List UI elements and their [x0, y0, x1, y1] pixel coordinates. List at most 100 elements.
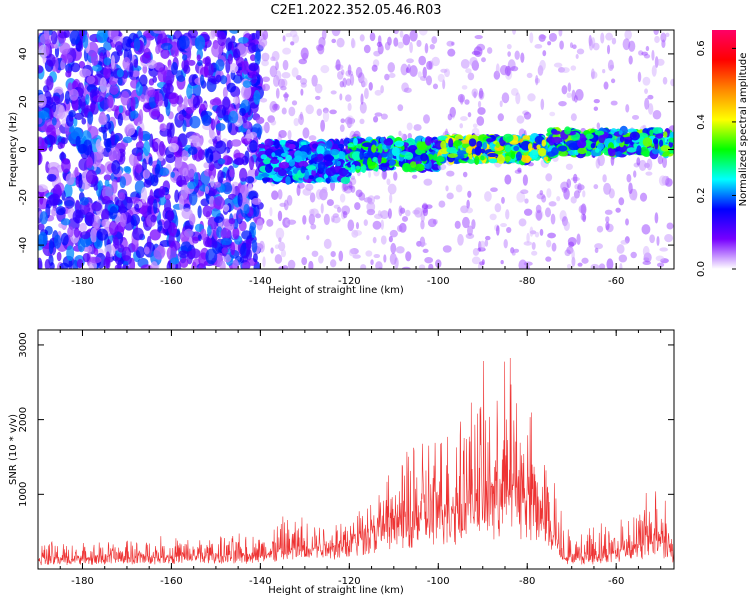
- heatmap-cell: [117, 244, 125, 253]
- heatmap-cell: [469, 56, 478, 67]
- heatmap-cell: [74, 166, 79, 179]
- top-xtick-label: -60: [608, 276, 624, 287]
- heatmap-cell: [114, 41, 123, 52]
- heatmap-cell: [362, 158, 368, 164]
- heatmap-cell: [287, 129, 292, 140]
- heatmap-cell: [499, 100, 503, 108]
- heatmap-cell: [205, 148, 214, 164]
- heatmap-cell: [666, 222, 674, 230]
- heatmap-cell: [229, 30, 240, 34]
- heatmap-cell: [278, 241, 286, 252]
- heatmap-cell: [48, 239, 54, 255]
- heatmap-cell: [185, 106, 195, 114]
- heatmap-cell: [297, 182, 305, 189]
- heatmap-cell: [620, 239, 629, 245]
- heatmap-cell: [197, 59, 203, 67]
- heatmap-cell: [222, 204, 230, 212]
- heatmap-cell: [46, 75, 54, 91]
- heatmap-cell: [573, 95, 578, 103]
- heatmap-cell: [38, 149, 42, 165]
- heatmap-cell: [264, 138, 274, 148]
- heatmap-cell: [380, 210, 389, 219]
- heatmap-cell: [86, 75, 96, 85]
- heatmap-cell: [187, 146, 198, 155]
- heatmap-cell: [664, 234, 674, 243]
- heatmap-cell: [360, 264, 367, 269]
- heatmap-cell: [241, 230, 252, 240]
- heatmap-cell: [639, 192, 648, 202]
- heatmap-cell: [472, 247, 480, 256]
- heatmap-cell: [79, 231, 91, 240]
- heatmap-cell: [264, 163, 273, 174]
- heatmap-cell: [302, 188, 312, 196]
- heatmap-cell: [445, 185, 449, 192]
- heatmap-cell: [633, 142, 638, 148]
- heatmap-cell: [610, 78, 616, 84]
- heatmap-cell: [113, 236, 119, 249]
- heatmap-cell: [298, 58, 308, 65]
- heatmap-cell: [663, 131, 668, 138]
- colorbar-tick-label: 0.0: [696, 261, 707, 277]
- heatmap-cell: [212, 240, 218, 249]
- heatmap-cell: [534, 44, 543, 49]
- heatmap-cell: [440, 140, 447, 150]
- heatmap-cell: [338, 250, 344, 262]
- heatmap-cell: [637, 71, 642, 83]
- heatmap-cell: [429, 43, 435, 50]
- heatmap-cell: [89, 256, 102, 264]
- heatmap-cell: [576, 233, 581, 246]
- heatmap-cell: [342, 210, 348, 219]
- heatmap-cell: [657, 155, 664, 165]
- heatmap-cell: [656, 262, 665, 268]
- heatmap-cell: [609, 64, 615, 70]
- heatmap-cell: [99, 77, 107, 93]
- heatmap-cell: [282, 35, 286, 42]
- heatmap-cell: [446, 147, 457, 154]
- heatmap-cell: [610, 100, 618, 106]
- heatmap-cell: [405, 251, 412, 262]
- heatmap-cell: [185, 163, 197, 178]
- heatmap-cell: [577, 182, 582, 194]
- heatmap-cell: [176, 75, 186, 82]
- heatmap-cell: [658, 128, 663, 133]
- heatmap-cell: [548, 201, 557, 207]
- heatmap-cell: [70, 62, 81, 73]
- heatmap-cell: [203, 162, 210, 169]
- heatmap-cell: [636, 157, 641, 166]
- heatmap-cell: [101, 196, 111, 205]
- heatmap-cell: [534, 231, 540, 238]
- heatmap-cell: [388, 159, 396, 166]
- heatmap-cell: [361, 142, 373, 148]
- heatmap-cell: [604, 209, 613, 215]
- heatmap-cell: [446, 170, 455, 177]
- heatmap-cell: [91, 64, 103, 72]
- heatmap-cell: [107, 30, 119, 41]
- heatmap-cell: [135, 246, 145, 259]
- heatmap-cell: [331, 215, 335, 223]
- heatmap-cell: [168, 232, 175, 248]
- heatmap-cell: [241, 262, 251, 269]
- heatmap-cell: [103, 174, 112, 181]
- heatmap-cell: [596, 122, 601, 130]
- top-xlabel: Height of straight line (km): [268, 285, 404, 296]
- heatmap-cell: [593, 98, 600, 104]
- heatmap-cell: [347, 143, 354, 148]
- heatmap-cell: [360, 93, 364, 105]
- heatmap-cell: [387, 208, 392, 219]
- heatmap-cell: [355, 222, 360, 230]
- heatmap-cell: [220, 237, 232, 246]
- heatmap-cell: [66, 245, 75, 262]
- heatmap-cell: [277, 210, 283, 222]
- heatmap-cell: [539, 34, 547, 40]
- heatmap-cell: [197, 205, 202, 219]
- heatmap-cell: [510, 151, 516, 160]
- heatmap-cell: [347, 64, 352, 76]
- heatmap-cell: [183, 95, 188, 111]
- heatmap-cell: [383, 254, 387, 263]
- heatmap-cell: [422, 207, 429, 217]
- heatmap-cell: [271, 190, 279, 201]
- heatmap-cell: [394, 257, 399, 269]
- heatmap-cell: [201, 114, 212, 126]
- heatmap-cell: [342, 77, 347, 88]
- bottom-xtick-label: -180: [71, 576, 94, 587]
